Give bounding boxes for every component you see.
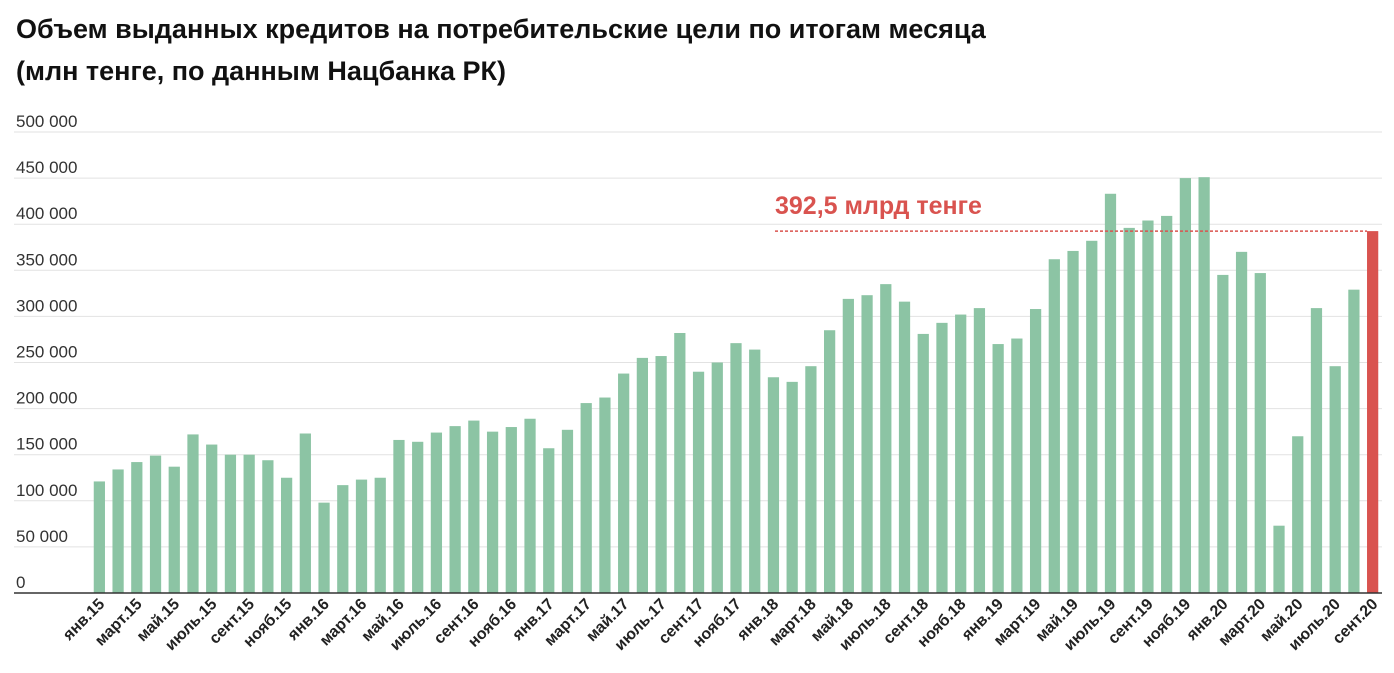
bar [1235, 251, 1248, 594]
bar [618, 373, 630, 593]
bar [1067, 250, 1079, 594]
bar [1029, 309, 1042, 593]
bar [468, 420, 480, 593]
y-tick-label: 50 000 [16, 527, 68, 546]
bar [898, 301, 911, 593]
bar [430, 432, 443, 593]
bar [1048, 259, 1060, 593]
y-tick-label: 250 000 [16, 343, 77, 362]
bar [1123, 227, 1135, 593]
bar [1254, 273, 1266, 593]
y-tick-label: 200 000 [16, 389, 77, 408]
chart-title: Объем выданных кредитов на потребительск… [16, 8, 1216, 92]
bar [599, 397, 611, 593]
bar [149, 455, 162, 593]
bar [580, 403, 592, 593]
bar [767, 377, 780, 593]
bar [1310, 308, 1323, 593]
bar [1217, 274, 1229, 593]
bar [337, 485, 349, 593]
bar [131, 462, 143, 593]
bar [355, 479, 368, 593]
bar [561, 429, 574, 593]
bar [280, 477, 293, 593]
bar [1011, 338, 1023, 593]
bar [412, 441, 424, 593]
bar-highlight [1367, 231, 1379, 594]
bar [917, 333, 929, 593]
bar [692, 371, 705, 593]
bar [636, 357, 648, 593]
bar [262, 460, 274, 593]
bar [936, 322, 948, 593]
bar [486, 431, 499, 593]
bar [674, 332, 686, 593]
bar [1104, 193, 1117, 594]
bar [880, 284, 892, 593]
bar [206, 444, 218, 593]
bar [1161, 215, 1173, 594]
bar [1273, 525, 1285, 593]
bar [1142, 220, 1154, 593]
bar [1086, 240, 1098, 593]
y-tick-label: 150 000 [16, 435, 77, 454]
bar [1329, 366, 1341, 593]
bar [805, 366, 817, 593]
y-tick-label: 450 000 [16, 158, 77, 177]
annotation-label: 392,5 млрд тенге [775, 192, 982, 220]
bar [449, 426, 461, 593]
bar [992, 344, 1004, 593]
bar [224, 454, 237, 593]
bar [243, 454, 255, 593]
bar [1198, 177, 1210, 594]
bar [973, 308, 986, 593]
bar [187, 434, 199, 593]
bar [730, 343, 742, 593]
bar [299, 433, 311, 593]
chart-title-line1: Объем выданных кредитов на потребительск… [16, 14, 986, 44]
bar [1179, 178, 1192, 593]
bar [655, 356, 667, 593]
bar [749, 349, 761, 593]
bar [861, 295, 873, 593]
bar [543, 448, 555, 593]
bar [1348, 289, 1360, 593]
y-tick-label: 300 000 [16, 296, 77, 315]
bar [93, 481, 105, 593]
bar [842, 298, 854, 593]
bar [955, 314, 967, 593]
bar [824, 330, 836, 593]
chart-title-line2: (млн тенге, по данным Нацбанка РК) [16, 56, 506, 86]
bar [524, 418, 536, 593]
bar [1292, 436, 1304, 593]
y-tick-label: 350 000 [16, 250, 77, 269]
bar [112, 469, 124, 593]
bar [168, 466, 180, 593]
y-tick-label: 500 000 [16, 112, 77, 131]
bar [374, 477, 386, 593]
y-tick-label: 400 000 [16, 204, 77, 223]
bar [318, 502, 330, 593]
y-tick-label: 100 000 [16, 481, 77, 500]
bar [711, 362, 723, 593]
bar [505, 427, 517, 593]
y-tick-label: 0 [16, 573, 25, 592]
bar [786, 381, 798, 593]
bar [393, 439, 405, 593]
